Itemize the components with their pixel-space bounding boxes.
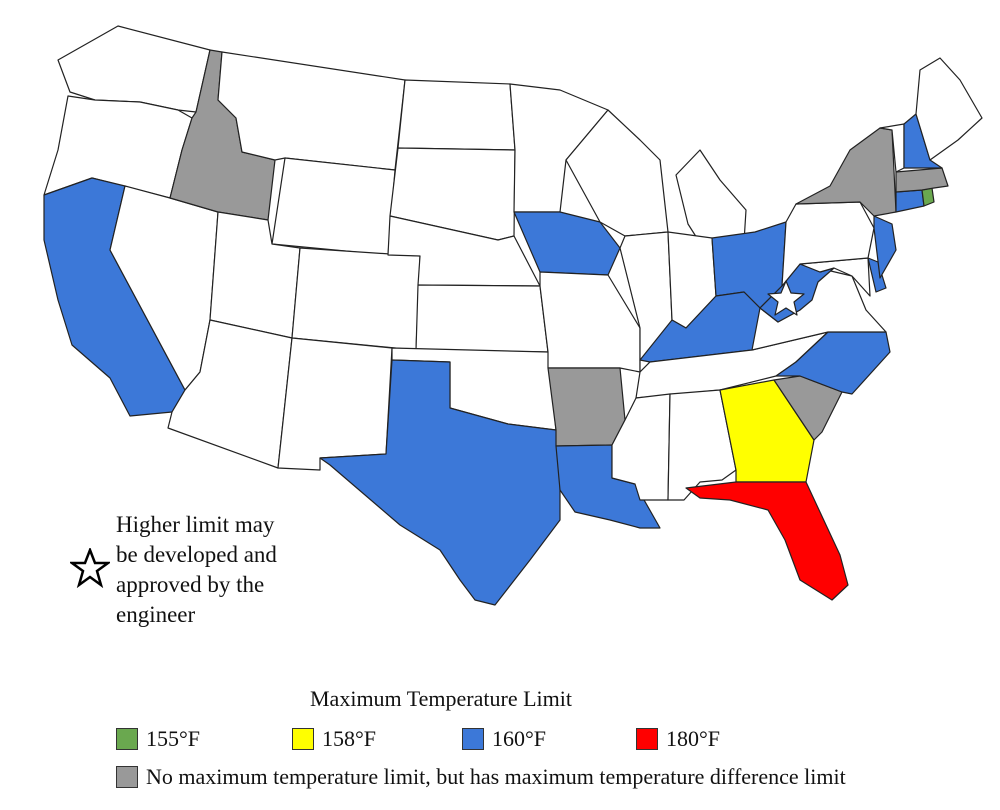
star-icon [767,280,805,316]
legend-swatch [636,728,658,750]
legend-label: 160°F [492,726,547,751]
state-ri [921,187,935,207]
legend-swatch [116,728,138,750]
state-ca [43,177,186,417]
legend-item-160: 160°F [462,726,546,752]
legend-label: No maximum temperature limit, but has ma… [146,764,846,789]
state-ny [795,127,897,217]
note-line: engineer [116,602,196,627]
state-mn [509,83,609,213]
state-mi [675,149,747,247]
state-de [867,257,887,293]
state-ar [547,367,626,447]
us-states-map [43,25,983,606]
state-nc [775,331,891,395]
state-sc [773,375,843,441]
legend-swatch [116,766,138,788]
legend-label: 158°F [322,726,377,751]
state-tx [319,359,561,606]
legend-swatch [462,728,484,750]
legend-label: 180°F [666,726,721,751]
state-nh [903,113,943,169]
state-co [291,247,421,351]
state-wi [565,109,669,237]
state-nm [277,337,393,471]
legend-item-155: 155°F [116,726,200,752]
state-fl [685,481,849,601]
state-mt [217,51,406,171]
state-nj [873,215,897,279]
legend-item-180: 180°F [636,726,720,752]
state-ct [895,189,925,213]
legend-item-gray: No maximum temperature limit, but has ma… [116,764,846,790]
legend-title: Maximum Temperature Limit [310,686,572,711]
state-nd [397,79,516,151]
state-ma [895,167,949,193]
note-line: Higher limit may [116,512,275,537]
note-line: approved by the [116,572,265,597]
legend-swatch [292,728,314,750]
state-or [43,95,193,199]
state-ks [415,284,549,353]
state-vt [879,123,905,173]
state-wy [271,157,396,256]
star-icon [70,548,110,588]
note-line: be developed and [116,542,277,567]
state-mo [539,271,641,373]
legend-item-158: 158°F [292,726,376,752]
state-me [915,57,983,161]
higher-limit-note: Higher limit may be developed and approv… [116,510,326,630]
legend-label: 155°F [146,726,201,751]
